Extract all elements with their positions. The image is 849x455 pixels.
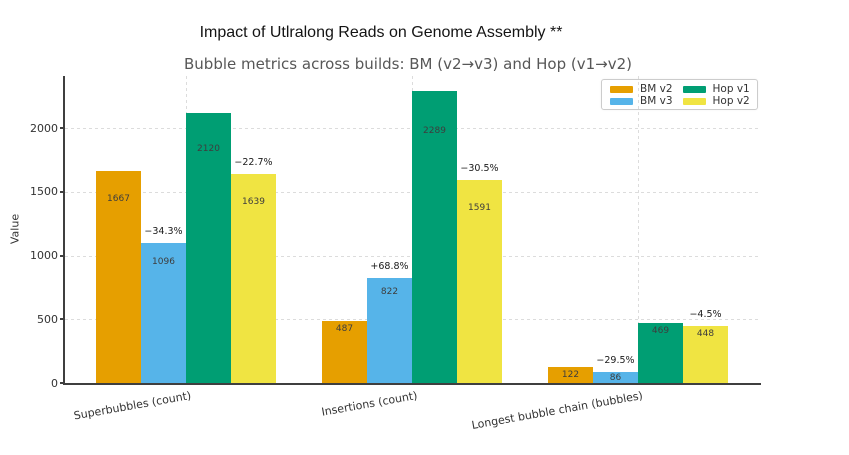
legend-label: BM v3 — [640, 95, 673, 107]
y-tick-mark — [60, 382, 64, 384]
bar-value-label: 86 — [609, 372, 622, 383]
legend-label: Hop v1 — [712, 83, 750, 95]
bar-hop-v2 — [683, 325, 728, 383]
legend-swatch — [682, 85, 706, 93]
x-tick-label: Longest bubble chain (bubbles) — [471, 389, 645, 432]
x-tick-label: Superbubbles (count) — [72, 389, 193, 423]
bar-bm-v3 — [367, 278, 412, 383]
bar-bm-v3 — [593, 372, 638, 383]
legend-item: Hop v1 — [682, 83, 750, 95]
bar-bm-v2 — [548, 367, 593, 383]
pct-change-label: −30.5% — [460, 163, 499, 175]
y-tick-mark — [60, 318, 64, 321]
bar-hop-v1 — [412, 91, 457, 383]
legend-item: BM v2 — [610, 83, 673, 95]
x-axis-spine — [63, 383, 761, 385]
y-tick-label: 1000 — [30, 249, 58, 263]
bar-hop-v1 — [638, 323, 683, 383]
y-tick-label: 1500 — [30, 185, 58, 199]
bar-value-label: 1591 — [468, 202, 491, 213]
pct-change-label: −29.5% — [596, 355, 635, 367]
y-tick-mark — [60, 127, 64, 130]
legend: BM v2 BM v3 Hop v1 Hop v2 — [601, 79, 758, 110]
legend-item: BM v3 — [610, 95, 673, 107]
y-tick-mark — [60, 254, 64, 257]
y-axis-spine — [63, 76, 65, 385]
bar-value-label: 1667 — [107, 194, 130, 205]
bar-hop-v2 — [231, 174, 276, 383]
legend-swatch — [610, 97, 633, 105]
chart-title: Impact of Utlralong Reads on Genome Asse… — [199, 24, 563, 41]
legend-label: Hop v2 — [712, 95, 750, 107]
x-tick-label: Insertions (count) — [320, 389, 419, 419]
gridline-vertical — [638, 76, 639, 383]
bar-bm-v2 — [322, 320, 367, 383]
pct-change-label: −4.5% — [689, 308, 722, 320]
bar-value-label: 469 — [651, 326, 670, 337]
legend-item: Hop v2 — [682, 95, 750, 107]
bar-value-label: 1639 — [242, 197, 265, 208]
y-axis-label: Value — [8, 213, 22, 245]
pct-change-label: −22.7% — [234, 157, 273, 169]
bar-bm-v3 — [141, 243, 186, 383]
legend-swatch — [610, 85, 633, 93]
bar-value-label: 122 — [561, 370, 580, 381]
chart-subtitle: Bubble metrics across builds: BM (v2→v3)… — [184, 55, 632, 73]
y-tick-mark — [60, 190, 64, 193]
y-tick-label: 500 — [37, 312, 58, 326]
legend-label: BM v2 — [640, 83, 673, 95]
bar-value-label: 1096 — [152, 257, 175, 268]
bar-value-label: 2289 — [423, 125, 446, 136]
y-tick-label: 0 — [51, 376, 58, 390]
bar-bm-v2 — [96, 170, 141, 383]
pct-change-label: −34.3% — [144, 226, 183, 238]
bar-hop-v1 — [186, 112, 231, 383]
y-tick-label: 2000 — [30, 121, 58, 135]
bar-value-label: 2120 — [197, 144, 220, 155]
bar-value-label: 822 — [380, 287, 399, 298]
pct-change-label: +68.8% — [370, 261, 409, 273]
legend-swatch — [682, 97, 706, 105]
bar-value-label: 487 — [335, 324, 354, 335]
bar-hop-v2 — [457, 180, 502, 383]
bar-value-label: 448 — [696, 328, 715, 339]
